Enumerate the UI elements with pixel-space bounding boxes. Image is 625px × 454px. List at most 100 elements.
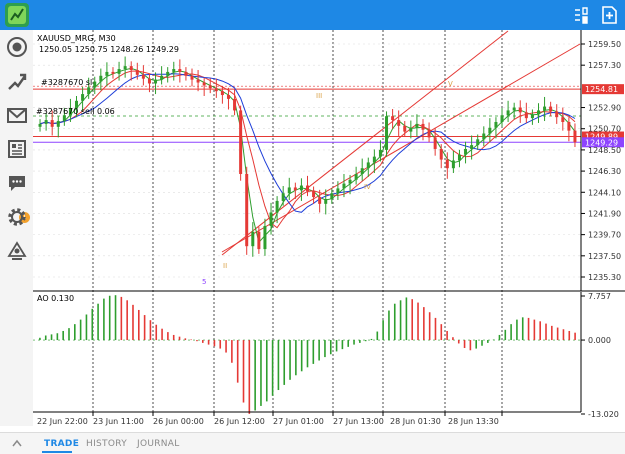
settings-icon[interactable] (6, 206, 28, 228)
candle-body[interactable] (251, 231, 255, 247)
candle-body[interactable] (111, 71, 115, 74)
candle-body[interactable] (415, 123, 419, 128)
candle-body[interactable] (457, 154, 461, 161)
candle-body[interactable] (50, 120, 54, 127)
candle-body[interactable] (488, 127, 492, 134)
chat-icon[interactable] (6, 172, 28, 194)
candle-body[interactable] (275, 200, 279, 213)
candle-body[interactable] (233, 98, 237, 111)
candle-body[interactable] (476, 139, 480, 146)
new-order-icon[interactable] (598, 4, 620, 26)
candle-body[interactable] (543, 106, 547, 111)
candle-body[interactable] (366, 162, 370, 169)
candle-body[interactable] (409, 127, 413, 132)
candle-body[interactable] (451, 160, 455, 169)
candle-body[interactable] (178, 69, 182, 72)
candle-body[interactable] (433, 137, 437, 149)
candle-body[interactable] (524, 112, 528, 119)
candle-body[interactable] (257, 231, 261, 250)
candle-body[interactable] (287, 187, 291, 194)
candle-body[interactable] (75, 100, 79, 109)
candle-body[interactable] (129, 66, 133, 70)
candle-body[interactable] (68, 108, 72, 116)
candle-body[interactable] (202, 82, 206, 86)
candle-body[interactable] (318, 197, 322, 204)
candle-body[interactable] (117, 69, 121, 74)
candle-body[interactable] (269, 212, 273, 226)
tab-trade[interactable]: TRADE (44, 439, 80, 449)
candle-body[interactable] (427, 129, 431, 138)
candle-body[interactable] (378, 149, 382, 157)
channel-lower-line[interactable] (221, 43, 581, 253)
candle-body[interactable] (220, 91, 224, 96)
candle-body[interactable] (549, 106, 553, 112)
candle-body[interactable] (81, 94, 85, 101)
candle-body[interactable] (555, 111, 559, 118)
candle-body[interactable] (439, 148, 443, 160)
candle-body[interactable] (342, 183, 346, 189)
candle-body[interactable] (87, 87, 91, 95)
candle-body[interactable] (166, 71, 170, 76)
candle-body[interactable] (281, 193, 285, 201)
price-chart[interactable]: III IV V 5 II XAUUSD_MRG, M30 1250.05 1250.7… (33, 30, 625, 426)
candle-body[interactable] (464, 148, 468, 155)
candle-body[interactable] (154, 79, 158, 84)
candle-body[interactable] (561, 117, 565, 122)
candle-body[interactable] (226, 95, 230, 99)
candle-body[interactable] (184, 71, 188, 76)
candle-body[interactable] (172, 69, 176, 72)
tab-journal[interactable]: JOURNAL (137, 439, 180, 449)
candle-body[interactable] (330, 193, 334, 200)
candle-body[interactable] (391, 116, 395, 121)
candle-body[interactable] (536, 110, 540, 115)
candle-body[interactable] (530, 114, 534, 119)
candle-body[interactable] (93, 81, 97, 88)
candle-body[interactable] (512, 107, 516, 111)
candle-body[interactable] (385, 116, 389, 150)
candle-body[interactable] (214, 88, 218, 92)
candle-body[interactable] (573, 130, 577, 143)
candle-body[interactable] (293, 187, 297, 191)
candle-body[interactable] (123, 66, 127, 70)
one-click-trading-icon[interactable] (570, 4, 592, 26)
candle-body[interactable] (44, 120, 48, 124)
candle-body[interactable] (105, 71, 109, 76)
candle-body[interactable] (470, 145, 474, 149)
candle-body[interactable] (312, 191, 316, 198)
candle-body[interactable] (196, 79, 200, 83)
candle-body[interactable] (518, 107, 522, 113)
candle-body[interactable] (348, 179, 352, 184)
candle-body[interactable] (372, 156, 376, 163)
app-logo-icon[interactable] (4, 2, 30, 28)
candle-body[interactable] (360, 168, 364, 174)
trade-icon[interactable] (6, 70, 28, 92)
candle-body[interactable] (567, 121, 571, 131)
candle-body[interactable] (56, 121, 60, 127)
account-icon[interactable] (6, 36, 28, 58)
candle-body[interactable] (354, 173, 358, 180)
candle-body[interactable] (336, 188, 340, 194)
candle-body[interactable] (506, 110, 510, 116)
candle-body[interactable] (421, 123, 425, 130)
candle-body[interactable] (445, 159, 449, 169)
community-icon[interactable] (6, 240, 28, 262)
candle-body[interactable] (190, 75, 194, 80)
candle-body[interactable] (306, 185, 309, 192)
candle-body[interactable] (263, 225, 267, 250)
candle-body[interactable] (482, 133, 486, 140)
candle-body[interactable] (324, 199, 328, 204)
candle-body[interactable] (135, 69, 139, 75)
candle-body[interactable] (403, 125, 407, 132)
candle-body[interactable] (160, 75, 164, 80)
candle-body[interactable] (397, 120, 401, 126)
candle-body[interactable] (141, 74, 145, 79)
tab-history[interactable]: HISTORY (86, 439, 127, 449)
candle-body[interactable] (62, 115, 66, 122)
candle-body[interactable] (299, 185, 303, 191)
candle-body[interactable] (38, 123, 42, 127)
mail-icon[interactable] (6, 104, 28, 126)
candle-body[interactable] (494, 121, 498, 128)
candle-body[interactable] (245, 173, 249, 247)
candle-body[interactable] (239, 110, 243, 174)
candle-body[interactable] (500, 115, 504, 122)
